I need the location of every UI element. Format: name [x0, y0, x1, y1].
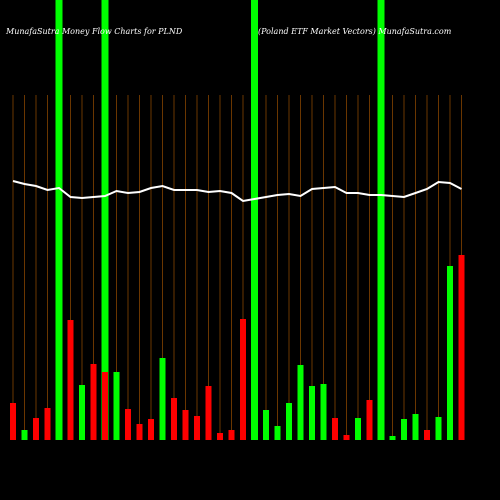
bar — [113, 372, 120, 440]
bar — [320, 384, 327, 440]
bar — [21, 430, 28, 440]
bar — [355, 418, 361, 440]
bar — [194, 416, 200, 440]
chart-subtitle: (Poland ETF Market Vectors) MunafaSutra.… — [258, 27, 452, 36]
bar — [286, 403, 292, 440]
bar — [274, 426, 281, 440]
bar — [389, 436, 396, 440]
highlight-bar — [101, 0, 109, 440]
bar — [10, 403, 16, 440]
highlight-bar — [251, 0, 258, 440]
bar — [136, 424, 143, 440]
bar — [297, 365, 304, 440]
bar — [171, 398, 177, 440]
bar — [332, 418, 338, 440]
bar — [263, 410, 269, 440]
bar — [217, 433, 223, 440]
bar — [240, 319, 246, 440]
chart-title: MunafaSutra Money Flow Charts for PLND — [5, 27, 183, 36]
bar — [458, 255, 465, 440]
bar — [67, 320, 74, 440]
bar — [309, 386, 315, 440]
bar — [125, 409, 131, 440]
bar — [90, 364, 97, 440]
bar — [102, 372, 108, 440]
bar — [79, 385, 85, 440]
bar — [148, 419, 154, 440]
highlight-bar — [377, 0, 385, 440]
bar — [412, 414, 419, 440]
bar — [159, 358, 166, 440]
bar — [435, 417, 442, 440]
bar — [447, 266, 453, 440]
highlight-bar — [55, 0, 63, 440]
bar — [56, 424, 62, 440]
bar — [228, 430, 235, 440]
flow-line — [12, 180, 462, 203]
bar — [44, 408, 51, 440]
bar — [182, 410, 189, 440]
bar — [343, 435, 350, 440]
bar — [33, 418, 39, 440]
bar — [378, 400, 384, 440]
bar — [424, 430, 430, 440]
bar — [205, 386, 212, 440]
bar — [251, 410, 258, 440]
bar — [366, 400, 373, 440]
bar — [401, 419, 407, 440]
